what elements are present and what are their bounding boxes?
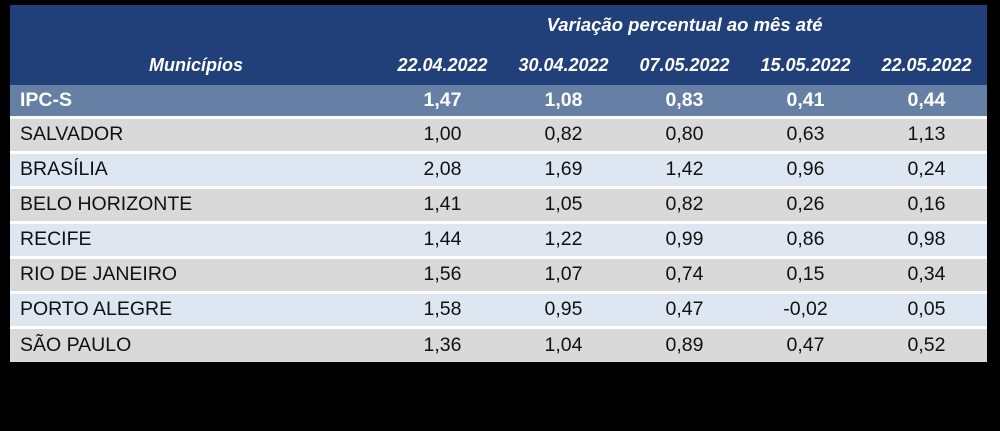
- value-cell: 0,41: [745, 85, 866, 117]
- ipcs-variation-table: Variação percentual ao mês até Município…: [10, 5, 988, 362]
- value-cell: 0,15: [745, 257, 866, 292]
- value-cell: 0,86: [745, 222, 866, 257]
- table-row-rio-de-janeiro: RIO DE JANEIRO 1,56 1,07 0,74 0,15 0,34: [10, 257, 988, 292]
- column-header-date-4: 15.05.2022: [745, 45, 866, 85]
- table-row-sao-paulo: SÃO PAULO 1,36 1,04 0,89 0,47 0,52: [10, 327, 988, 362]
- table-row-salvador: SALVADOR 1,00 0,82 0,80 0,63 1,13: [10, 117, 988, 152]
- row-label: RECIFE: [10, 222, 382, 257]
- value-cell: -0,02: [745, 292, 866, 327]
- row-label: PORTO ALEGRE: [10, 292, 382, 327]
- value-cell: 0,82: [503, 117, 624, 152]
- value-cell: 0,99: [624, 222, 745, 257]
- value-cell: 1,56: [382, 257, 503, 292]
- value-cell: 0,05: [866, 292, 988, 327]
- value-cell: 0,63: [745, 117, 866, 152]
- column-header-date-2: 30.04.2022: [503, 45, 624, 85]
- value-cell: 0,98: [866, 222, 988, 257]
- value-cell: 1,07: [503, 257, 624, 292]
- value-cell: 1,69: [503, 152, 624, 187]
- value-cell: 0,95: [503, 292, 624, 327]
- table-row-brasilia: BRASÍLIA 2,08 1,69 1,42 0,96 0,24: [10, 152, 988, 187]
- value-cell: 0,83: [624, 85, 745, 117]
- row-label: SALVADOR: [10, 117, 382, 152]
- column-header-date-3: 07.05.2022: [624, 45, 745, 85]
- row-label: IPC-S: [10, 85, 382, 117]
- table-row-belo-horizonte: BELO HORIZONTE 1,41 1,05 0,82 0,26 0,16: [10, 187, 988, 222]
- row-label: RIO DE JANEIRO: [10, 257, 382, 292]
- column-header-date-1: 22.04.2022: [382, 45, 503, 85]
- value-cell: 1,22: [503, 222, 624, 257]
- row-label: BELO HORIZONTE: [10, 187, 382, 222]
- value-cell: 0,89: [624, 327, 745, 362]
- value-cell: 0,44: [866, 85, 988, 117]
- table-row-recife: RECIFE 1,44 1,22 0,99 0,86 0,98: [10, 222, 988, 257]
- column-header-row: Municípios 22.04.2022 30.04.2022 07.05.2…: [10, 45, 988, 85]
- value-cell: 1,05: [503, 187, 624, 222]
- row-label: BRASÍLIA: [10, 152, 382, 187]
- column-header-date-5: 22.05.2022: [866, 45, 988, 85]
- table-title-row: Variação percentual ao mês até: [10, 5, 988, 45]
- value-cell: 0,52: [866, 327, 988, 362]
- value-cell: 0,34: [866, 257, 988, 292]
- value-cell: 1,47: [382, 85, 503, 117]
- column-header-municipios: Municípios: [10, 45, 382, 85]
- value-cell: 1,58: [382, 292, 503, 327]
- value-cell: 0,82: [624, 187, 745, 222]
- value-cell: 0,26: [745, 187, 866, 222]
- table-row-porto-alegre: PORTO ALEGRE 1,58 0,95 0,47 -0,02 0,05: [10, 292, 988, 327]
- header-corner-cell: [10, 5, 382, 45]
- value-cell: 2,08: [382, 152, 503, 187]
- value-cell: 1,44: [382, 222, 503, 257]
- value-cell: 0,80: [624, 117, 745, 152]
- value-cell: 0,74: [624, 257, 745, 292]
- row-label: SÃO PAULO: [10, 327, 382, 362]
- value-cell: 1,13: [866, 117, 988, 152]
- table-title: Variação percentual ao mês até: [382, 5, 988, 45]
- value-cell: 1,41: [382, 187, 503, 222]
- table-row-ipcs: IPC-S 1,47 1,08 0,83 0,41 0,44: [10, 85, 988, 117]
- value-cell: 1,42: [624, 152, 745, 187]
- value-cell: 1,36: [382, 327, 503, 362]
- value-cell: 0,16: [866, 187, 988, 222]
- value-cell: 0,47: [745, 327, 866, 362]
- value-cell: 1,08: [503, 85, 624, 117]
- table-body: IPC-S 1,47 1,08 0,83 0,41 0,44 SALVADOR …: [10, 85, 988, 362]
- value-cell: 1,04: [503, 327, 624, 362]
- value-cell: 0,24: [866, 152, 988, 187]
- value-cell: 0,47: [624, 292, 745, 327]
- table-header: Variação percentual ao mês até Município…: [10, 5, 988, 85]
- value-cell: 0,96: [745, 152, 866, 187]
- value-cell: 1,00: [382, 117, 503, 152]
